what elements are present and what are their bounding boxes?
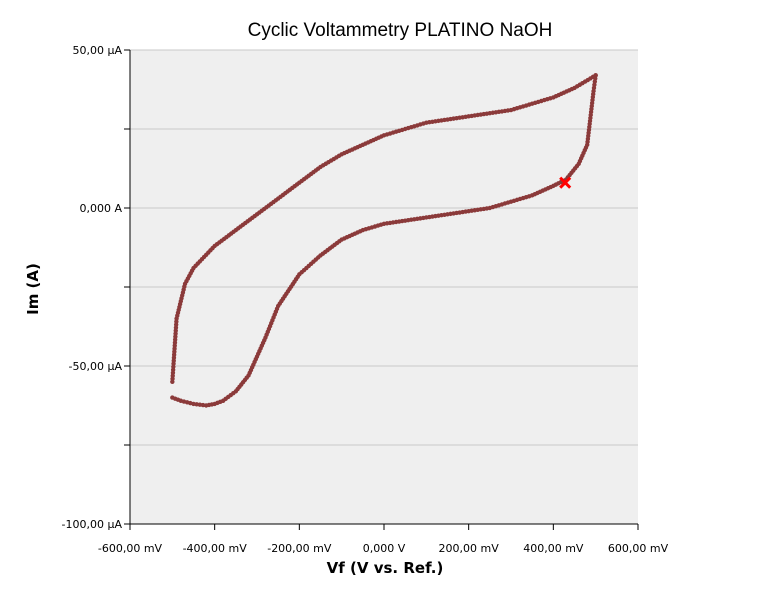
series-forward-scan	[170, 73, 598, 384]
y-tick-label: 50,00 µA	[72, 44, 122, 57]
x-tick-label: -400,00 mV	[183, 542, 248, 555]
marker-stroke	[559, 176, 572, 189]
x-tick-label: -200,00 mV	[267, 542, 332, 555]
y-axis-label: Im (A)	[24, 263, 42, 315]
x-tick-label: 400,00 mV	[523, 542, 584, 555]
x-tick-label: 0,000 V	[363, 542, 406, 555]
data-point	[170, 395, 175, 400]
series-reverse-scan	[170, 73, 598, 408]
current-point-marker-group	[559, 176, 572, 189]
y-tick-label: -50,00 µA	[69, 360, 123, 373]
chart-title: Cyclic Voltammetry PLATINO NaOH	[248, 20, 553, 41]
axes	[124, 49, 639, 530]
grid-lines	[130, 49, 638, 446]
y-tick-label: -100,00 µA	[62, 518, 123, 531]
x-axis-label: Vf (V vs. Ref.)	[327, 559, 444, 577]
x-tick-label: 200,00 mV	[439, 542, 500, 555]
data-series	[170, 73, 598, 408]
current-point-marker	[559, 176, 572, 189]
tick-labels: 50,00 µA 0,000 A -50,00 µA -100,00 µA -600,0…	[62, 44, 669, 555]
y-tick-label: 0,000 A	[79, 202, 122, 215]
x-tick-label: -600,00 mV	[98, 542, 163, 555]
x-tick-label: 600,00 mV	[608, 542, 669, 555]
